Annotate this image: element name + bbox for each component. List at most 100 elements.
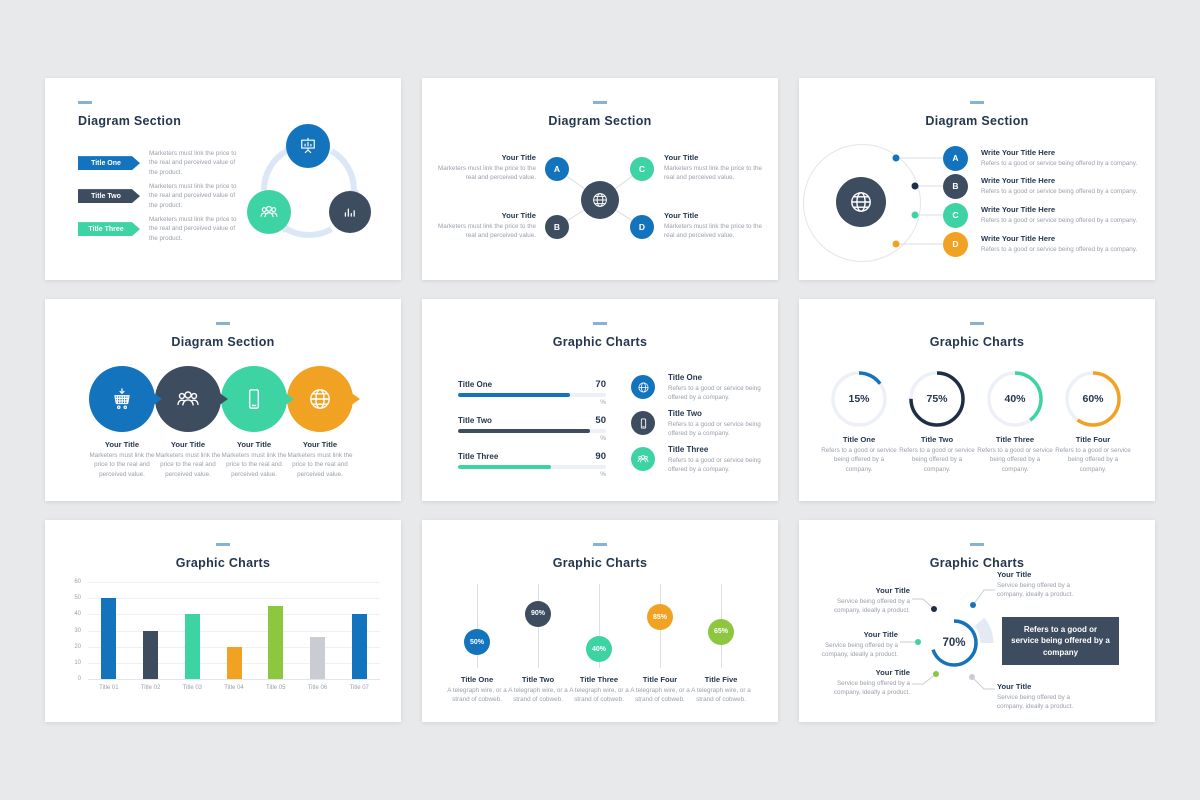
people-icon	[260, 205, 278, 218]
smartphone-icon	[640, 417, 646, 429]
hub-node-a: A	[545, 157, 569, 181]
hub-label-block: Your Title Marketers must link the price…	[436, 153, 536, 183]
list-row: Write Your Title Here Refers to a good o…	[981, 234, 1153, 254]
item-desc: Service being offered by a company, idea…	[833, 598, 910, 615]
item-title: Your Title	[501, 211, 536, 220]
bar	[143, 630, 159, 679]
item-desc: Refers to a good or service being offere…	[1055, 447, 1131, 473]
item-title: Write Your Title Here	[981, 205, 1056, 214]
callout-dot	[915, 639, 921, 645]
accent-dash	[78, 101, 92, 104]
node-letter: D	[638, 222, 646, 232]
legend-text-block: Title One Refers to a good or service be…	[668, 373, 762, 403]
callout-dot	[933, 671, 939, 677]
people-icon	[177, 391, 199, 406]
x-axis-labels: Title 01 Title 02 Title 03 Title 04 Titl…	[88, 685, 380, 691]
step-tip	[218, 392, 228, 406]
slide-header: Graphic Charts	[799, 317, 1155, 349]
item-desc: Refers to a good or service being offere…	[981, 217, 1138, 224]
cycle-item-row: Title Two Marketers must link the price …	[78, 182, 243, 210]
globe-icon	[593, 193, 607, 207]
x-axis-line	[88, 679, 380, 680]
callout-connector-lines	[900, 589, 995, 690]
step-node	[89, 366, 162, 432]
donut-ring-svg	[1065, 371, 1121, 427]
callout-label-block: Your Title Service being offered by a co…	[997, 570, 1097, 600]
progress-unit: %	[600, 471, 606, 478]
node-letter: D	[952, 239, 959, 249]
progress-row: Title One 70 %	[458, 379, 606, 406]
donut-label-block: Title Four Refers to a good or service b…	[1055, 435, 1131, 474]
progress-value: 50	[595, 415, 606, 426]
slide-card-lollipop-chart[interactable]: Graphic Charts 50% 90% 40% 85% 65% Title…	[422, 520, 778, 722]
step-node	[221, 366, 294, 432]
step-tip	[350, 392, 360, 406]
list-hub-node	[836, 177, 886, 227]
step-node	[287, 366, 360, 432]
progress-track	[458, 393, 606, 397]
list-node-a: A	[943, 145, 968, 171]
bar	[351, 614, 367, 679]
item-title: Title Four	[642, 675, 678, 684]
step-node	[155, 366, 228, 432]
list-row: Write Your Title Here Refers to a good o…	[981, 176, 1153, 196]
globe-icon	[310, 389, 330, 409]
presentation-icon	[301, 137, 315, 154]
bar	[184, 614, 200, 679]
legend-text-block: Title Three Refers to a good or service …	[668, 445, 762, 475]
callout-highlight-box: Refers to a good or service being offere…	[1002, 617, 1119, 665]
point-percent: 85%	[652, 613, 667, 621]
progress-fill	[458, 465, 552, 469]
progress-label: Title Two	[458, 416, 492, 425]
item-desc: Refers to a good or service being offere…	[981, 160, 1138, 167]
gridline	[88, 582, 380, 583]
item-title: Your Title	[875, 586, 910, 595]
hub-label-block: Your Title Marketers must link the price…	[664, 211, 766, 241]
x-tick: Title 01	[99, 685, 119, 691]
slide-card-hub-diagram[interactable]: Diagram Section A B C D Your Title Marke…	[422, 78, 778, 280]
item-title: Your Title	[664, 211, 699, 220]
accent-dash	[593, 543, 607, 546]
hub-node-b: B	[545, 215, 569, 239]
slide-card-donut-rings[interactable]: Graphic Charts 15% 75% 40%	[799, 299, 1155, 501]
stem-line	[598, 584, 600, 668]
slide-card-donut-callout[interactable]: Graphic Charts 70% Your Title Service be…	[799, 520, 1155, 722]
slide-title: Graphic Charts	[929, 556, 1025, 570]
slide-card-bar-chart[interactable]: Graphic Charts 60 50 40 30 20 10 0 Title…	[45, 520, 401, 722]
item-title: Title Five	[704, 675, 738, 684]
progress-row: Title Two 50 %	[458, 415, 606, 442]
accent-dash	[216, 543, 230, 546]
legend-icon-circle	[631, 375, 655, 399]
cycle-node	[286, 124, 330, 168]
x-tick: Title 05	[266, 685, 286, 691]
donut-label-block: Title Two Refers to a good or service be…	[899, 435, 975, 474]
lollipop-point: 40%	[586, 636, 612, 663]
item-desc: Refers to a good or service being offere…	[668, 385, 761, 402]
item-desc: Marketers must link the price to the rea…	[438, 165, 536, 182]
slide-title: Diagram Section	[548, 114, 652, 128]
item-title: Title Three	[668, 445, 709, 454]
item-title: Your Title	[997, 682, 1032, 691]
slide-card-progress-chart[interactable]: Graphic Charts Title One 70 % Title Two 50…	[422, 299, 778, 501]
slide-card-cycle-diagram[interactable]: Diagram Section Title One Marketers must…	[45, 78, 401, 280]
node-letter: B	[553, 222, 561, 232]
item-title: Title Two	[920, 435, 954, 444]
donut-percent: 75%	[926, 393, 948, 405]
slide-header: Diagram Section	[422, 96, 778, 128]
y-tick: 40	[74, 611, 81, 618]
hub-node-d: D	[630, 215, 654, 239]
slide-card-steps-diagram[interactable]: Diagram Section	[45, 299, 401, 501]
label-arrow: Title Two	[78, 189, 140, 203]
y-tick: 30	[74, 627, 81, 634]
slide-header: Graphic Charts	[422, 538, 778, 570]
y-tick: 60	[74, 579, 81, 585]
cycle-node	[247, 190, 291, 234]
node-letter: A	[553, 164, 561, 174]
slide-card-list-diagram[interactable]: Diagram Section A B C D Write Your Title…	[799, 78, 1155, 280]
progress-unit: %	[600, 435, 606, 442]
lollipop-point: 50%	[464, 629, 490, 656]
donut-label-block: Title One Refers to a good or service be…	[821, 435, 897, 474]
point-percent: 90%	[530, 610, 545, 618]
gridline	[88, 630, 380, 632]
